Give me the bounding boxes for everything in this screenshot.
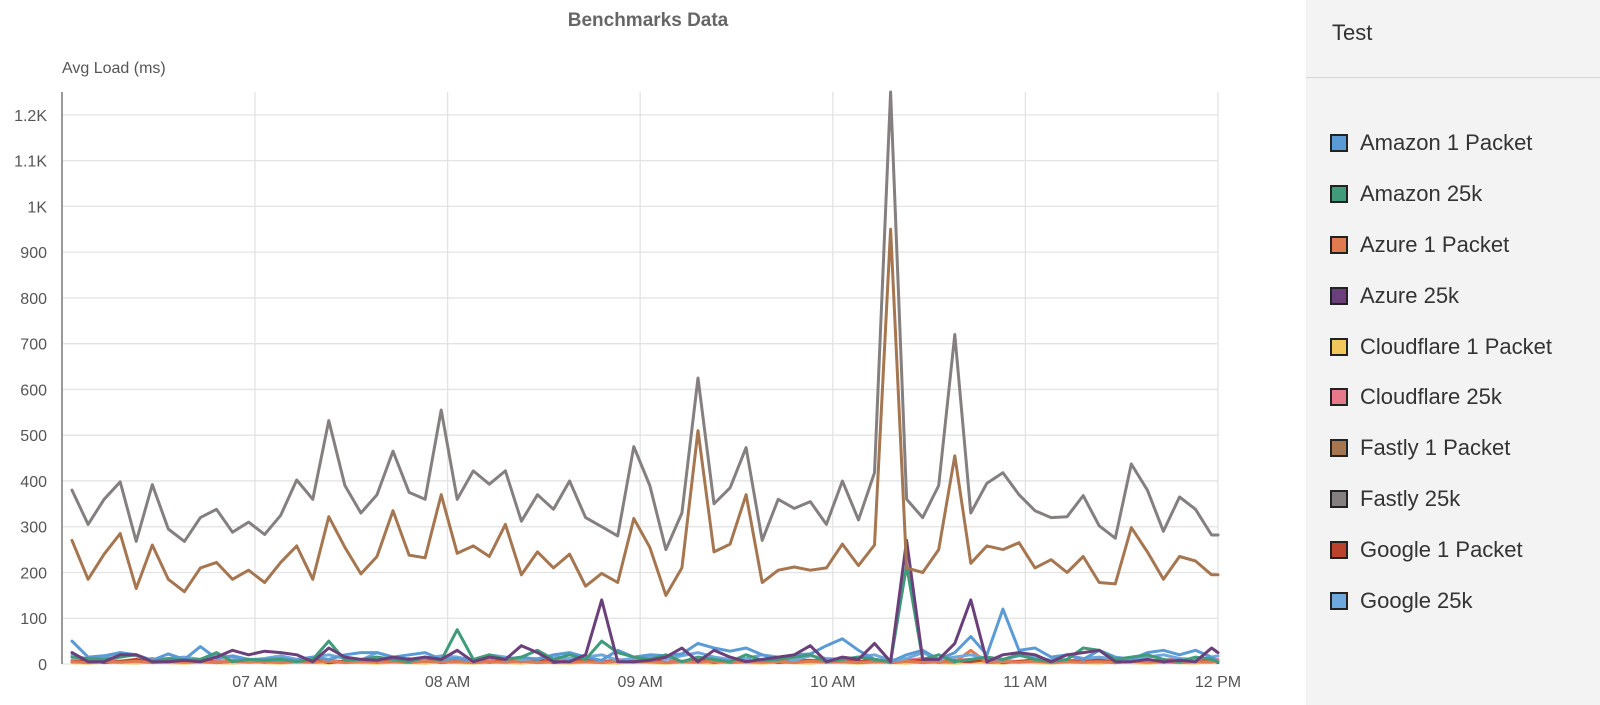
y-tick-label: 0 <box>38 657 47 674</box>
legend-item-cloudflare-1-packet[interactable]: Cloudflare 1 Packet <box>1330 321 1552 372</box>
legend-swatch <box>1330 286 1348 305</box>
legend-label: Amazon 25k <box>1360 181 1483 207</box>
grid <box>62 92 1219 665</box>
series-line-azure-25k <box>70 538 1220 664</box>
x-axis-ticks: 07 AM 08 AM 09 AM 10 AM 11 AM 12 PM <box>232 674 1241 691</box>
legend-header: Test <box>1306 0 1600 78</box>
legend-label: Azure 1 Packet <box>1360 231 1510 257</box>
legend-item-azure-1-packet[interactable]: Azure 1 Packet <box>1330 220 1552 271</box>
x-tick-label: 07 AM <box>232 674 277 691</box>
series-line-fastly-25k <box>70 90 1220 552</box>
y-axis-label: Avg Load (ms) <box>62 60 166 77</box>
legend-swatch <box>1330 489 1348 508</box>
y-tick-label: 500 <box>20 428 47 445</box>
legend-swatch <box>1330 439 1348 458</box>
legend-swatch <box>1330 134 1348 153</box>
legend-swatch <box>1330 185 1348 204</box>
y-tick-label: 1.2K <box>14 108 47 125</box>
legend-item-fastly-25k[interactable]: Fastly 25k <box>1330 474 1552 525</box>
legend-label: Azure 25k <box>1360 282 1460 308</box>
series-line-fastly-1-packet <box>70 227 1220 597</box>
legend-item-google-25k[interactable]: Google 25k <box>1330 575 1552 626</box>
legend-item-azure-25k[interactable]: Azure 25k <box>1330 270 1552 321</box>
x-tick-label: 11 AM <box>1003 674 1047 691</box>
y-tick-label: 1.1K <box>14 154 47 171</box>
legend-label: Fastly 25k <box>1360 485 1461 511</box>
legend-swatch <box>1330 591 1348 610</box>
y-tick-label: 600 <box>20 382 47 399</box>
y-tick-label: 200 <box>20 565 47 582</box>
y-tick-label: 400 <box>20 474 47 491</box>
x-tick-label: 10 AM <box>810 674 855 691</box>
legend-label: Cloudflare 1 Packet <box>1360 333 1552 359</box>
series-lines <box>70 90 1220 665</box>
y-tick-label: 800 <box>20 291 47 308</box>
series-line-amazon-25k <box>70 564 1220 664</box>
y-tick-label: 100 <box>20 611 47 628</box>
legend-label: Google 1 Packet <box>1360 536 1523 562</box>
y-tick-label: 300 <box>20 520 47 537</box>
legend-swatch <box>1330 388 1348 407</box>
chart-title: Benchmarks Data <box>568 10 729 31</box>
line-chart: Benchmarks Data Avg Load (ms) 0 100 200 300… <box>14 10 1241 691</box>
legend-item-amazon-1-packet[interactable]: Amazon 1 Packet <box>1330 118 1552 169</box>
legend-swatch <box>1330 540 1348 559</box>
y-tick-label: 1K <box>27 199 47 216</box>
legend-label: Fastly 1 Packet <box>1360 435 1511 461</box>
x-tick-label: 12 PM <box>1195 674 1241 691</box>
legend: Amazon 1 Packet Amazon 25k Azure 1 Packet A… <box>1330 118 1552 626</box>
legend-panel: Test Amazon 1 Packet Amazon 25k Azure 1 Pa… <box>1306 0 1600 705</box>
x-tick-label: 08 AM <box>425 674 470 691</box>
legend-item-cloudflare-25k[interactable]: Cloudflare 25k <box>1330 372 1552 423</box>
x-tick-label: 09 AM <box>618 674 663 691</box>
legend-label: Cloudflare 25k <box>1360 384 1502 410</box>
legend-label: Amazon 1 Packet <box>1360 130 1533 156</box>
y-tick-label: 900 <box>20 245 47 262</box>
y-tick-label: 700 <box>20 337 47 354</box>
y-axis-ticks: 0 100 200 300 400 500 600 700 800 900 1K 1.1K 1.2K <box>14 108 47 674</box>
legend-item-amazon-25k[interactable]: Amazon 25k <box>1330 169 1552 220</box>
legend-item-google-1-packet[interactable]: Google 1 Packet <box>1330 524 1552 575</box>
legend-swatch <box>1330 337 1348 356</box>
legend-item-fastly-1-packet[interactable]: Fastly 1 Packet <box>1330 423 1552 474</box>
legend-swatch <box>1330 235 1348 254</box>
legend-label: Google 25k <box>1360 587 1473 613</box>
